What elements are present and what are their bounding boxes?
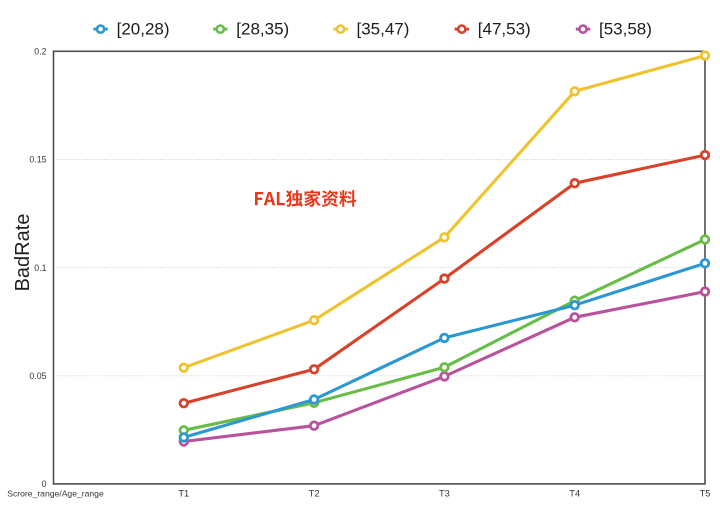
- svg-text:0.2: 0.2: [34, 47, 46, 57]
- svg-text:[20,28): [20,28): [117, 20, 170, 39]
- svg-text:0.1: 0.1: [34, 263, 46, 273]
- svg-text:[53,58): [53,58): [599, 20, 652, 39]
- svg-text:T2: T2: [309, 489, 320, 499]
- svg-text:0.05: 0.05: [29, 371, 46, 381]
- svg-text:T3: T3: [439, 489, 450, 499]
- svg-text:[47,53): [47,53): [478, 20, 531, 39]
- svg-text:T4: T4: [569, 489, 580, 499]
- svg-text:T1: T1: [178, 489, 189, 499]
- svg-text:0.15: 0.15: [29, 155, 46, 165]
- svg-text:[35,47): [35,47): [357, 20, 410, 39]
- svg-text:Scrore_range/Age_range: Scrore_range/Age_range: [7, 489, 104, 499]
- svg-text:[28,35): [28,35): [236, 20, 289, 39]
- svg-text:0: 0: [42, 479, 47, 489]
- svg-text:BadRate: BadRate: [12, 214, 34, 292]
- svg-text:T5: T5: [700, 489, 711, 499]
